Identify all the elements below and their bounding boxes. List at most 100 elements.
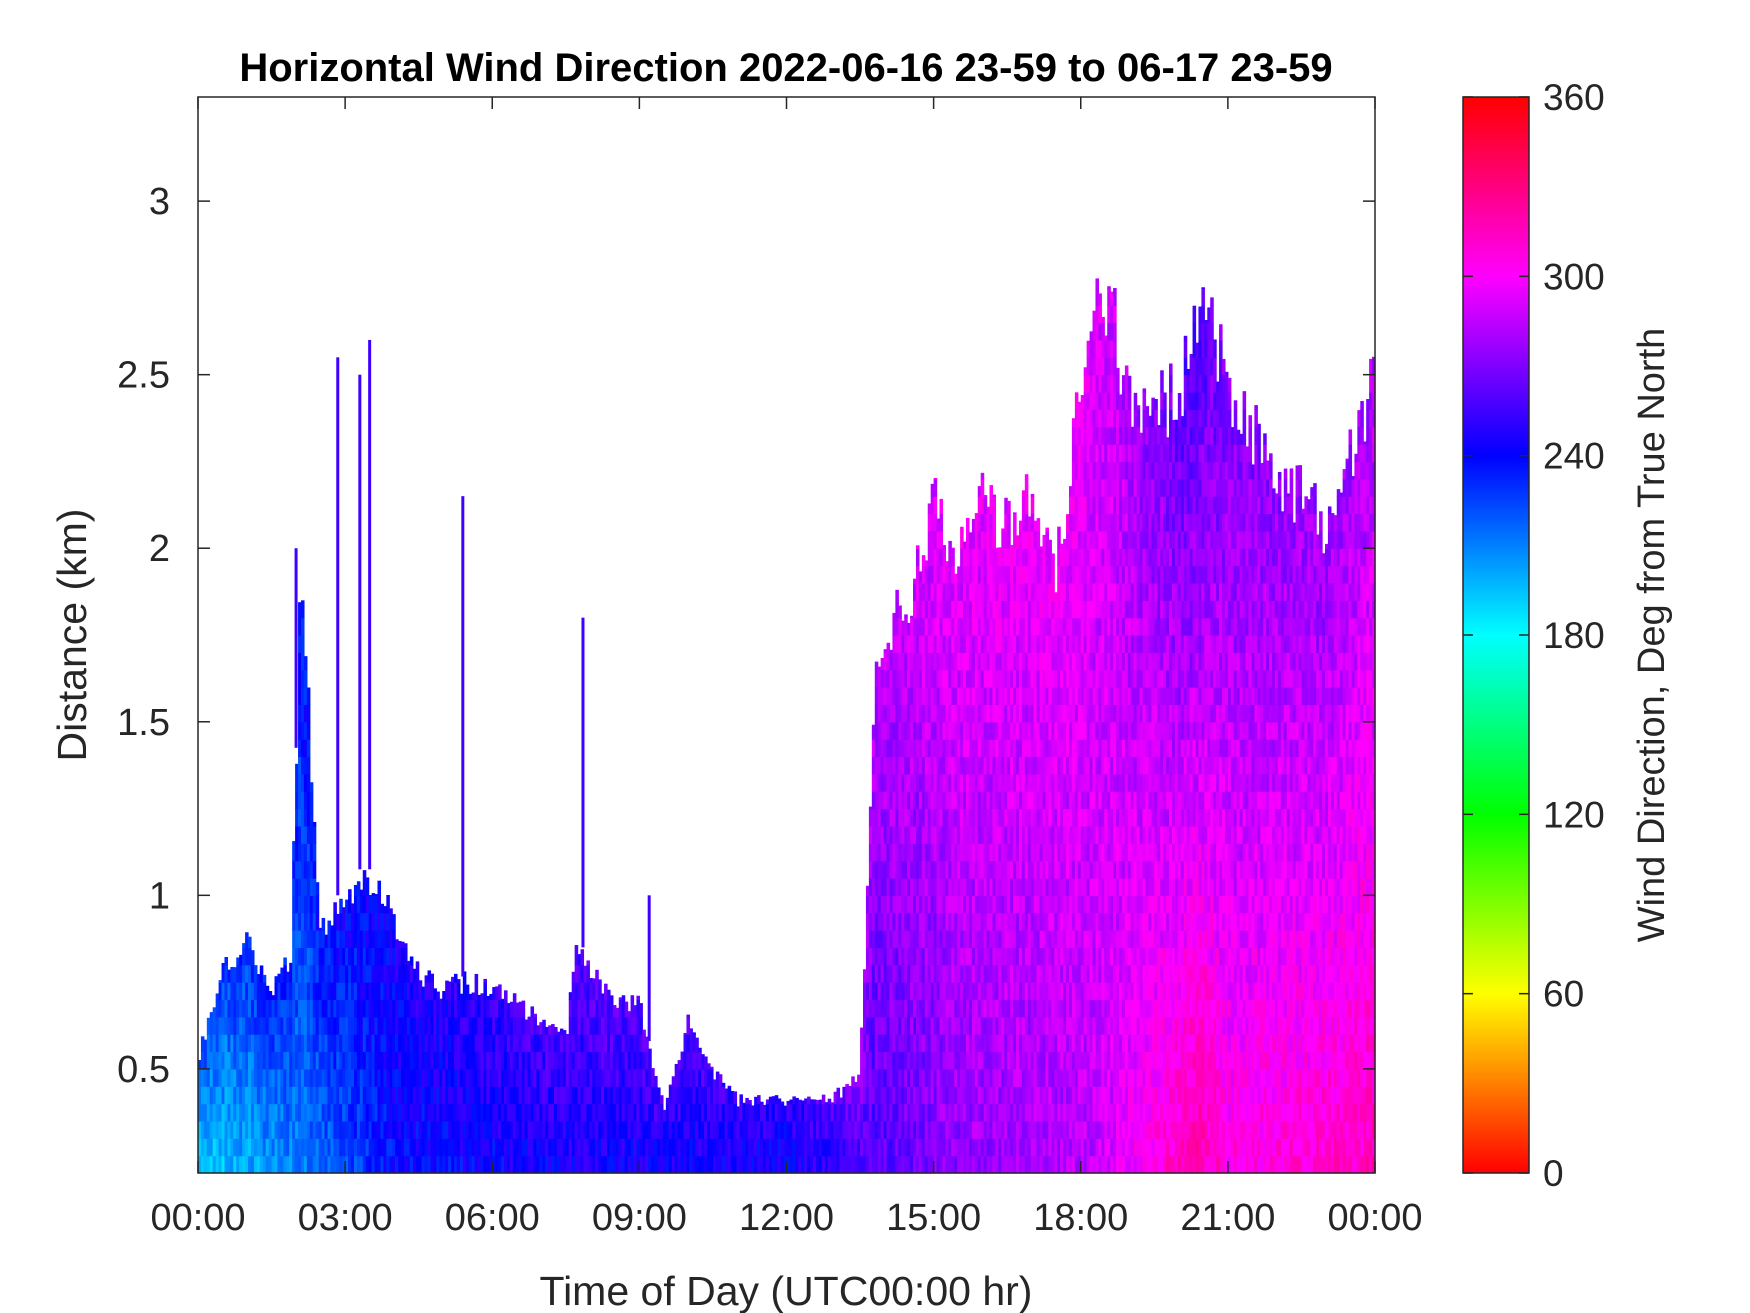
heatmap-cell	[995, 1138, 999, 1157]
heatmap-cell	[362, 1120, 367, 1139]
heatmap-cell	[262, 1086, 267, 1105]
heatmap-cell	[521, 1086, 526, 1105]
heatmap-cell	[321, 1016, 326, 1035]
heatmap-cell	[989, 485, 994, 497]
heatmap-cell	[968, 652, 973, 671]
heatmap-cell	[845, 1103, 849, 1122]
heatmap-cell	[501, 1155, 505, 1174]
heatmap-cell	[995, 1103, 999, 1122]
heatmap-cell	[212, 1155, 217, 1174]
heatmap-cell	[206, 1051, 211, 1070]
heatmap-cell	[451, 999, 455, 1018]
heatmap-cell	[1010, 600, 1014, 619]
heatmap-cell	[1007, 999, 1011, 1018]
heatmap-cell	[504, 999, 508, 1018]
heatmap-cell	[804, 1103, 808, 1122]
heatmap-cell	[963, 739, 967, 758]
heatmap-cell	[977, 669, 982, 688]
heatmap-cell	[609, 1068, 614, 1087]
heatmap-cell	[339, 1051, 343, 1070]
heatmap-cell	[365, 999, 370, 1018]
heatmap-cell	[359, 1034, 364, 1053]
heatmap-cell	[274, 1068, 279, 1087]
heatmap-cell	[871, 791, 876, 810]
heatmap-cell	[965, 930, 970, 948]
heatmap-cell	[936, 652, 941, 671]
heatmap-cell	[924, 1103, 929, 1122]
heatmap-cell	[936, 1138, 941, 1157]
heatmap-cell	[386, 1051, 390, 1070]
heatmap-cell	[333, 1016, 337, 1035]
heatmap-cell	[915, 635, 920, 653]
heatmap-cell	[924, 843, 929, 862]
heatmap-cell	[359, 1016, 364, 1035]
heatmap-cell	[677, 1060, 682, 1070]
heatmap-cell	[512, 993, 517, 1001]
heatmap-cell	[295, 808, 299, 827]
heatmap-cell	[698, 1051, 702, 1070]
heatmap-cell	[1004, 600, 1008, 619]
heatmap-cell	[739, 1094, 743, 1105]
heatmap-cell	[883, 895, 888, 914]
heatmap-cell	[895, 1138, 899, 1157]
heatmap-cell	[300, 791, 305, 810]
heatmap-cell	[963, 541, 967, 549]
heatmap-cell	[721, 1086, 726, 1105]
heatmap-cell	[298, 947, 302, 966]
heatmap-cell	[683, 1034, 688, 1053]
heatmap-cell	[871, 773, 876, 792]
heatmap-cell	[874, 1138, 879, 1157]
heatmap-cell	[262, 1155, 267, 1174]
heatmap-cell	[371, 1155, 376, 1174]
heatmap-cell	[365, 930, 370, 948]
heatmap-cell	[430, 1068, 434, 1087]
heatmap-cell	[474, 1068, 479, 1087]
heatmap-cell	[409, 1068, 414, 1087]
heatmap-cell	[292, 841, 296, 844]
heatmap-cell	[589, 1086, 593, 1105]
heatmap-cell	[645, 1155, 649, 1174]
heatmap-cell	[474, 982, 479, 1001]
heatmap-cell	[295, 877, 299, 896]
heatmap-cell	[977, 513, 982, 532]
heatmap-cell	[915, 721, 920, 740]
heatmap-cell	[409, 1120, 414, 1139]
heatmap-cell	[545, 1051, 549, 1070]
heatmap-cell	[807, 1103, 811, 1122]
heatmap-cell	[901, 1086, 905, 1105]
heatmap-cell	[877, 930, 882, 948]
heatmap-cell	[880, 982, 885, 1001]
heatmap-cell	[300, 877, 305, 896]
heatmap-cell	[392, 982, 396, 1001]
heatmap-cell	[289, 1103, 293, 1122]
heatmap-cell	[951, 548, 955, 567]
heatmap-cell	[242, 1051, 246, 1070]
heatmap-cell	[936, 1086, 941, 1105]
heatmap-cell	[989, 739, 994, 758]
heatmap-cell	[333, 1103, 337, 1122]
heatmap-cell	[568, 992, 573, 1001]
heatmap-cell	[642, 1068, 646, 1087]
heatmap-cell	[636, 1120, 640, 1139]
heatmap-cell	[583, 965, 588, 983]
heatmap-cell	[1013, 1086, 1017, 1105]
heatmap-cell	[948, 635, 952, 653]
heatmap-cell	[901, 1155, 905, 1174]
heatmap-cell	[395, 1155, 399, 1174]
heatmap-cell	[468, 1120, 473, 1139]
heatmap-cell	[1021, 1016, 1026, 1035]
heatmap-cell	[910, 930, 914, 948]
heatmap-cell	[315, 964, 320, 983]
heatmap-cell	[868, 1034, 873, 1053]
heatmap-cell	[309, 912, 314, 931]
heatmap-cell	[312, 1016, 317, 1035]
heatmap-cell	[924, 1016, 929, 1035]
heatmap-cell	[239, 954, 243, 966]
heatmap-cell	[948, 982, 952, 1001]
heatmap-cell	[1004, 635, 1008, 653]
heatmap-cell	[227, 1051, 231, 1070]
heatmap-cell	[356, 1120, 361, 1139]
heatmap-cell	[824, 1138, 829, 1157]
heatmap-cell	[495, 986, 499, 1001]
heatmap-cell	[362, 1034, 367, 1053]
